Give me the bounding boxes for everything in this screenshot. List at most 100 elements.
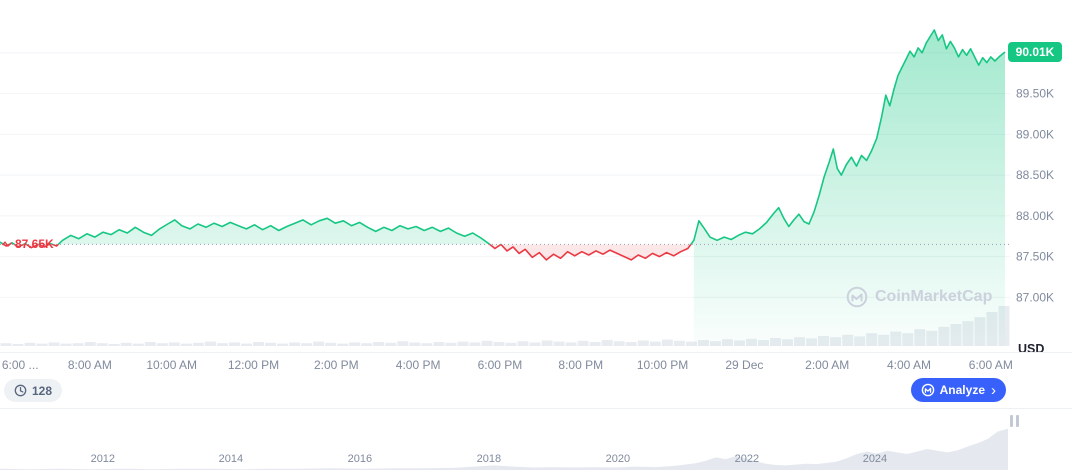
volume-bar [156,343,168,346]
volume-bar [192,342,204,346]
watermark-label: CoinMarketCap [875,288,993,305]
chevron-right-icon: › [991,381,996,399]
x-axis-label: 29 Dec [725,358,764,372]
volume-bar [445,342,457,346]
previous-close-value: 87.65K [15,237,54,252]
volume-bar [409,342,421,346]
navigator-year-label: 2018 [476,453,502,465]
volume-bar [541,340,553,346]
volume-bar [48,342,60,346]
volume-bar [577,340,589,346]
volume-bar [180,343,192,346]
volume-bar [493,342,505,346]
volume-bar [132,343,144,346]
x-axis-label: 8:00 AM [67,358,112,372]
x-axis-label: 6:00 AM [968,358,1013,372]
volume-bar [517,341,529,346]
volume-bar [649,341,661,346]
volume-bar [325,342,337,346]
x-axis-label: 4:00 AM [886,358,932,372]
volume-bar [277,343,288,346]
price-area-red [3,244,691,260]
volume-bar [421,343,433,346]
volume-bar [36,343,48,346]
volume-bar [84,342,96,346]
volume-bar [361,343,373,346]
navigator-area [0,428,1008,470]
coinmarketcap-watermark: CoinMarketCap [846,286,992,308]
volume-bar [0,343,12,346]
navigator-year-label: 2024 [862,453,888,465]
navigator-year-label: 2020 [605,453,631,465]
navigator-year-label: 2012 [90,453,116,465]
volume-bar [481,340,493,346]
volume-bar [685,341,697,346]
x-axis-label: 2:00 AM [805,358,850,372]
y-axis-label: 89.00K [1016,127,1054,141]
volume-bar [613,341,625,346]
volume-bar [12,344,24,346]
y-axis-label: 88.00K [1016,209,1054,223]
volume-bar [253,342,264,346]
volume-bar [108,344,120,346]
volume-bar [216,343,228,346]
volume-bar [433,342,445,346]
current-price-badge: 90.01K [1008,42,1062,63]
candle-count-value: 128 [32,383,53,398]
x-axis-label: 8:00 PM [558,358,604,372]
price-line-green [0,29,1006,245]
volume-bar [72,343,84,346]
navigator-year-label: 2014 [218,453,244,465]
navigator-year-labels: 2012 2014 2016 2018 2020 2022 2024 [0,409,1010,470]
volume-bar [144,342,156,346]
currency-label: USD [1018,342,1045,356]
volume-bar [241,343,252,346]
volume-bar [349,342,361,346]
x-axis-label: 10:00 AM [146,358,198,372]
chart-bottom-border [0,352,1072,353]
x-axis-label: 12:00 PM [227,358,280,372]
volume-bar [301,343,313,346]
volume-bar [601,340,613,346]
navigator-year-label: 2016 [347,453,373,465]
volume-bar [24,342,36,346]
volume-bar [565,342,577,346]
volume-bar [505,342,517,346]
volume-bar [229,342,240,346]
x-axis-label: 10:00 PM [636,358,689,372]
volume-bar [673,340,685,346]
volume-bar [168,342,180,346]
volume-bar [337,343,349,346]
volume-bar [397,341,409,346]
volume-bar [637,340,649,346]
analyze-label: Analyze [939,383,985,397]
volume-bar [60,343,72,346]
volume-bar [265,342,276,346]
volume-bar [469,342,481,346]
candle-count-badge[interactable]: 128 [4,379,63,402]
volume-bar [589,342,601,346]
price-marker-icon [2,241,12,248]
y-axis-label: 89.50K [1016,87,1054,101]
volume-bar [120,342,132,346]
clock-icon [14,384,27,397]
previous-close-label: 87.65K [2,237,54,251]
analyze-button[interactable]: Analyze › [910,378,1006,402]
coinmarketcap-logo-icon [846,286,868,308]
volume-bar [289,342,301,346]
volume-bar [313,341,325,346]
volume-bar [96,343,108,346]
x-axis: 6:00 ... 8:00 AM 10:00 AM 12:00 PM 2:00 PM 4:… [0,358,1013,378]
coinmarketcap-logo-icon [921,383,934,397]
volume-bar [553,341,565,346]
x-axis-label: 6:00 ... [1,358,39,372]
navigator-divider [0,408,1072,409]
volume-bar [204,341,216,346]
price-chart-svg[interactable]: 89.50K 89.00K 88.50K 88.00K 87.50K 87.00K [0,0,1072,352]
x-axis-label: 4:00 PM [395,358,441,372]
navigator-year-label: 2022 [734,453,760,465]
navigator-chart-svg[interactable] [0,409,1072,470]
timeline-navigator[interactable]: 2012 2014 2016 2018 2020 2022 2024 [0,409,1072,470]
navigator-handle-icon[interactable] [1010,415,1019,427]
